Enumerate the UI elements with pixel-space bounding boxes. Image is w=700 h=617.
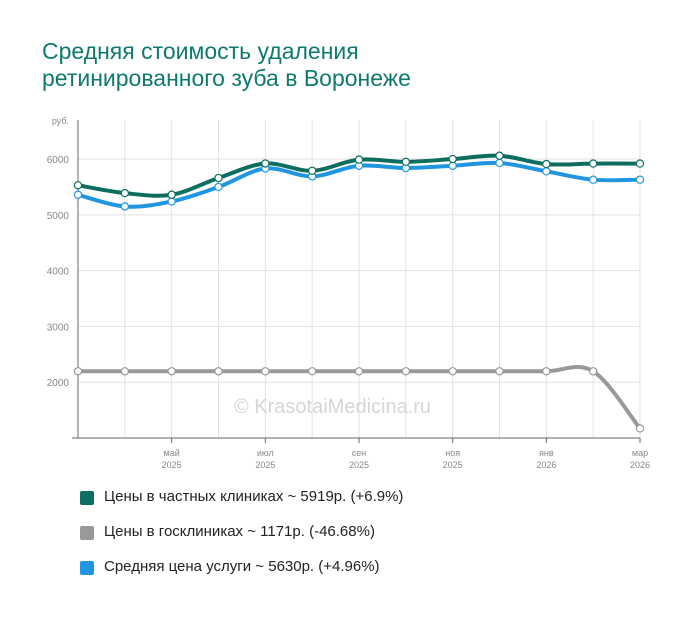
x-tick-label-month: янв: [539, 448, 554, 458]
data-point-2-8: [448, 154, 457, 164]
data-point-1-3: [214, 182, 223, 192]
x-tick-label-month: ноя: [445, 448, 460, 458]
y-tick-label: 6000: [47, 155, 70, 166]
data-point-0-11: [588, 367, 598, 376]
data-point-1-9: [495, 158, 504, 168]
data-point-2-4: [261, 159, 270, 168]
legend-label-average: Средняя цена услуги ~ 5630р. (+4.96%): [104, 558, 380, 575]
legend-swatch-private: [80, 491, 94, 505]
data-point-2-12: [635, 159, 645, 168]
data-point-1-0: [73, 190, 83, 199]
data-point-2-6: [354, 155, 364, 164]
data-point-0-6: [354, 367, 364, 376]
data-point-1-12: [635, 175, 645, 184]
y-axis-unit-label: руб.: [52, 116, 69, 126]
x-tick-label-month: май: [164, 448, 180, 458]
data-point-2-7: [401, 157, 411, 167]
data-point-0-2: [167, 367, 176, 376]
legend-swatch-average: [80, 561, 94, 575]
x-tick-label-year: 2025: [162, 460, 182, 470]
x-tick-label-month: июл: [257, 448, 274, 458]
data-point-2-2: [167, 190, 176, 199]
legend-label-private: Цены в частных клиниках ~ 5919р. (+6.9%): [104, 488, 404, 505]
watermark: © KrasotaiMedicina.ru: [234, 396, 432, 418]
x-tick-label-year: 2026: [630, 460, 650, 470]
data-point-0-8: [448, 367, 457, 376]
data-point-2-5: [307, 166, 317, 175]
data-point-0-1: [120, 367, 130, 376]
data-point-2-0: [73, 181, 83, 190]
data-point-2-1: [120, 188, 130, 198]
data-point-2-11: [588, 159, 598, 168]
chart-title-line-2: ретинированного зуба в Воронеже: [42, 65, 411, 91]
y-tick-label: 5000: [47, 211, 70, 222]
x-tick-label-year: 2026: [536, 460, 556, 470]
line-chart: 2000 3000 4000 5000 6000 руб. май 2025 июл 2025 се…: [47, 116, 650, 470]
chart-title-line-1: Средняя стоимость удаления: [42, 38, 359, 64]
x-tick-label-month: сен: [352, 448, 367, 458]
legend-label-public: Цены в госклиниках ~ 1171р. (-46.68%): [104, 523, 375, 540]
data-point-1-11: [588, 175, 598, 184]
data-point-0-12: [635, 424, 645, 433]
y-tick-label: 3000: [47, 322, 70, 333]
chart-title: Средняя стоимость удаления ретинированно…: [42, 38, 642, 92]
x-tick-label-year: 2025: [443, 460, 463, 470]
data-point-0-7: [401, 367, 411, 376]
data-point-0-3: [214, 367, 223, 376]
x-tick-label-year: 2025: [349, 460, 369, 470]
x-tick-label-year: 2025: [255, 460, 275, 470]
data-point-0-10: [542, 367, 551, 376]
data-point-0-0: [73, 367, 83, 376]
y-tick-label: 4000: [47, 267, 70, 278]
data-point-2-3: [214, 173, 223, 183]
x-tick-label-month: мар: [632, 448, 648, 458]
y-tick-label: 2000: [47, 378, 70, 389]
data-point-0-4: [261, 367, 270, 376]
data-point-1-10: [542, 167, 551, 176]
legend-swatch-public: [80, 526, 94, 540]
data-point-0-9: [495, 367, 504, 376]
data-point-2-10: [542, 159, 551, 169]
data-point-2-9: [495, 151, 504, 160]
data-point-1-1: [120, 202, 130, 211]
data-point-0-5: [307, 367, 317, 376]
